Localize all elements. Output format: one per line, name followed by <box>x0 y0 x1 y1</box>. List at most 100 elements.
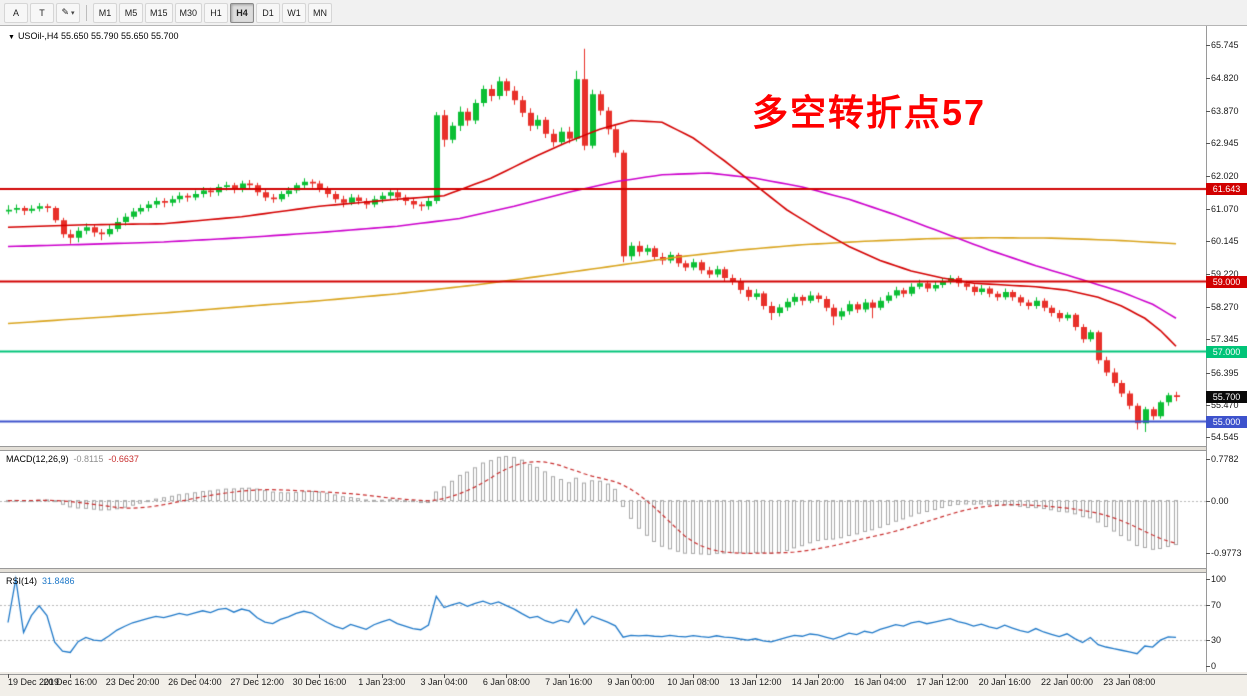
timeframe-button-h1[interactable]: H1 <box>204 2 229 23</box>
macd-name: MACD(12,26,9) <box>6 454 69 464</box>
macd-axis-label: 0.7782 <box>1211 453 1239 464</box>
price-axis-label: 65.745 <box>1211 40 1239 51</box>
time-axis-label: 30 Dec 16:00 <box>292 677 347 687</box>
price-axis-label: 55.470 <box>1211 400 1239 411</box>
main-chart-panel <box>0 26 1206 446</box>
timeframe-button-m5[interactable]: M5 <box>119 2 143 23</box>
price-level-badge: 57.000 <box>1206 345 1247 358</box>
time-axis-tick <box>506 674 508 678</box>
price-axis-label: 61.070 <box>1211 204 1239 215</box>
rsi-panel <box>0 573 1206 672</box>
time-axis-label: 23 Jan 08:00 <box>1103 677 1156 687</box>
rsi-value: 31.8486 <box>42 576 75 586</box>
time-axis-label: 7 Jan 16:00 <box>545 677 593 687</box>
time-axis-label: 20 Dec 16:00 <box>43 677 98 687</box>
time-axis-tick <box>257 674 259 678</box>
price-axis-tick <box>1206 339 1210 341</box>
macd-axis-tick <box>1206 553 1210 555</box>
time-axis[interactable] <box>0 674 1247 696</box>
time-axis-tick <box>1004 674 1006 678</box>
price-axis-tick <box>1206 209 1210 211</box>
rsi-indicator-label: RSI(14) 31.8486 <box>6 576 75 586</box>
title-triangle-icon: ▼ <box>8 34 15 41</box>
time-axis-tick <box>568 674 570 678</box>
timeframe-group: M1 M5 M15 M30 H1 H4 D1 W1 MN <box>92 2 333 24</box>
time-axis-label: 17 Jan 12:00 <box>916 677 969 687</box>
timeframe-button-mn[interactable]: MN <box>308 2 333 23</box>
rsi-name: RSI(14) <box>6 576 38 586</box>
toolbar: A T ✎ ▾ M1 M5 M15 M30 H1 H4 D1 W1 MN <box>0 0 1247 26</box>
price-axis-label: 64.820 <box>1211 72 1239 83</box>
price-axis-tick <box>1206 372 1210 374</box>
time-axis-tick <box>630 674 632 678</box>
time-axis-tick <box>693 674 695 678</box>
time-axis-label: 19 Dec 2019 <box>8 677 60 687</box>
rsi-axis-tick <box>1206 579 1210 580</box>
macd-canvas[interactable] <box>0 451 1206 568</box>
price-axis-label: 60.145 <box>1211 236 1239 247</box>
time-axis-tick <box>132 674 134 678</box>
macd-axis-label: -0.9773 <box>1211 548 1242 559</box>
time-axis-label: 22 Jan 00:00 <box>1040 677 1094 687</box>
price-axis-tick <box>1206 175 1210 177</box>
rsi-axis-tick <box>1206 605 1210 607</box>
macd-main-value: -0.8115 <box>73 454 104 464</box>
price-axis-tick <box>1206 77 1210 79</box>
rsi-axis-label: 100 <box>1211 574 1227 584</box>
time-axis-label: 9 Jan 00:00 <box>607 677 655 687</box>
price-axis-label: 59.220 <box>1211 268 1239 279</box>
macd-panel <box>0 451 1206 568</box>
time-axis-label: 26 Dec 04:00 <box>168 677 222 687</box>
price-axis-tick <box>1206 45 1210 47</box>
price-axis-tick <box>1206 405 1210 407</box>
main-chart-canvas[interactable] <box>0 26 1206 446</box>
time-axis-tick <box>194 674 196 678</box>
price-axis-label: 57.345 <box>1211 334 1239 345</box>
current-price-badge: 55.700 <box>1206 391 1247 403</box>
time-axis-label: 6 Jan 08:00 <box>482 677 530 687</box>
time-axis-tick <box>880 674 882 678</box>
macd-indicator-label: MACD(12,26,9) -0.8115 -0.6637 <box>6 454 139 464</box>
rsi-axis-label: 30 <box>1211 634 1222 645</box>
time-axis-label: 1 Jan 23:00 <box>358 677 406 687</box>
price-axis-label: 58.270 <box>1211 302 1239 313</box>
price-axis-label: 62.020 <box>1211 170 1239 181</box>
timeframe-button-w1[interactable]: W1 <box>282 2 307 23</box>
rsi-canvas[interactable] <box>0 573 1206 672</box>
text-tool-button[interactable]: T <box>30 2 54 23</box>
price-axis-tick <box>1206 437 1210 439</box>
time-axis-label: 20 Jan 16:00 <box>978 677 1031 687</box>
rsi-axis-label: 70 <box>1211 600 1222 611</box>
price-axis-label: 54.545 <box>1211 432 1239 443</box>
timeframe-button-d1[interactable]: D1 <box>256 2 281 23</box>
time-axis-tick <box>8 674 9 678</box>
chart-text-annotation[interactable]: 多空转折点57 <box>752 92 987 133</box>
timeframe-button-m15[interactable]: M15 <box>145 2 173 23</box>
price-axis-label: 63.870 <box>1211 106 1239 117</box>
toolbar-separator <box>86 4 87 21</box>
time-axis-tick <box>942 674 944 678</box>
price-axis-tick <box>1206 273 1210 275</box>
price-level-badge: 59.000 <box>1206 275 1247 288</box>
time-axis-tick <box>444 674 446 678</box>
panel-splitter[interactable] <box>0 568 1247 573</box>
price-level-badge: 61.643 <box>1206 182 1247 195</box>
time-axis-label: 23 Dec 20:00 <box>105 677 160 687</box>
time-axis-label: 14 Jan 20:00 <box>791 677 844 687</box>
price-axis-tick <box>1206 307 1210 309</box>
time-axis-tick <box>817 674 819 678</box>
timeframe-button-m30[interactable]: M30 <box>174 2 203 23</box>
macd-axis-tick <box>1206 458 1210 460</box>
panel-splitter[interactable] <box>0 446 1247 451</box>
timeframe-button-m1[interactable]: M1 <box>93 2 117 23</box>
price-axis-tick <box>1206 143 1210 145</box>
time-axis-label: 10 Jan 08:00 <box>667 677 720 687</box>
timeframe-button-h4[interactable]: H4 <box>230 2 255 23</box>
crayon-tool-button[interactable]: ✎ ▾ <box>56 2 80 23</box>
price-axis-label: 62.945 <box>1211 138 1239 149</box>
font-tool-button[interactable]: A <box>4 2 28 23</box>
time-axis-label: 27 Dec 12:00 <box>230 677 284 687</box>
price-axis-label: 56.395 <box>1211 367 1239 378</box>
chevron-down-icon: ▾ <box>71 9 75 17</box>
